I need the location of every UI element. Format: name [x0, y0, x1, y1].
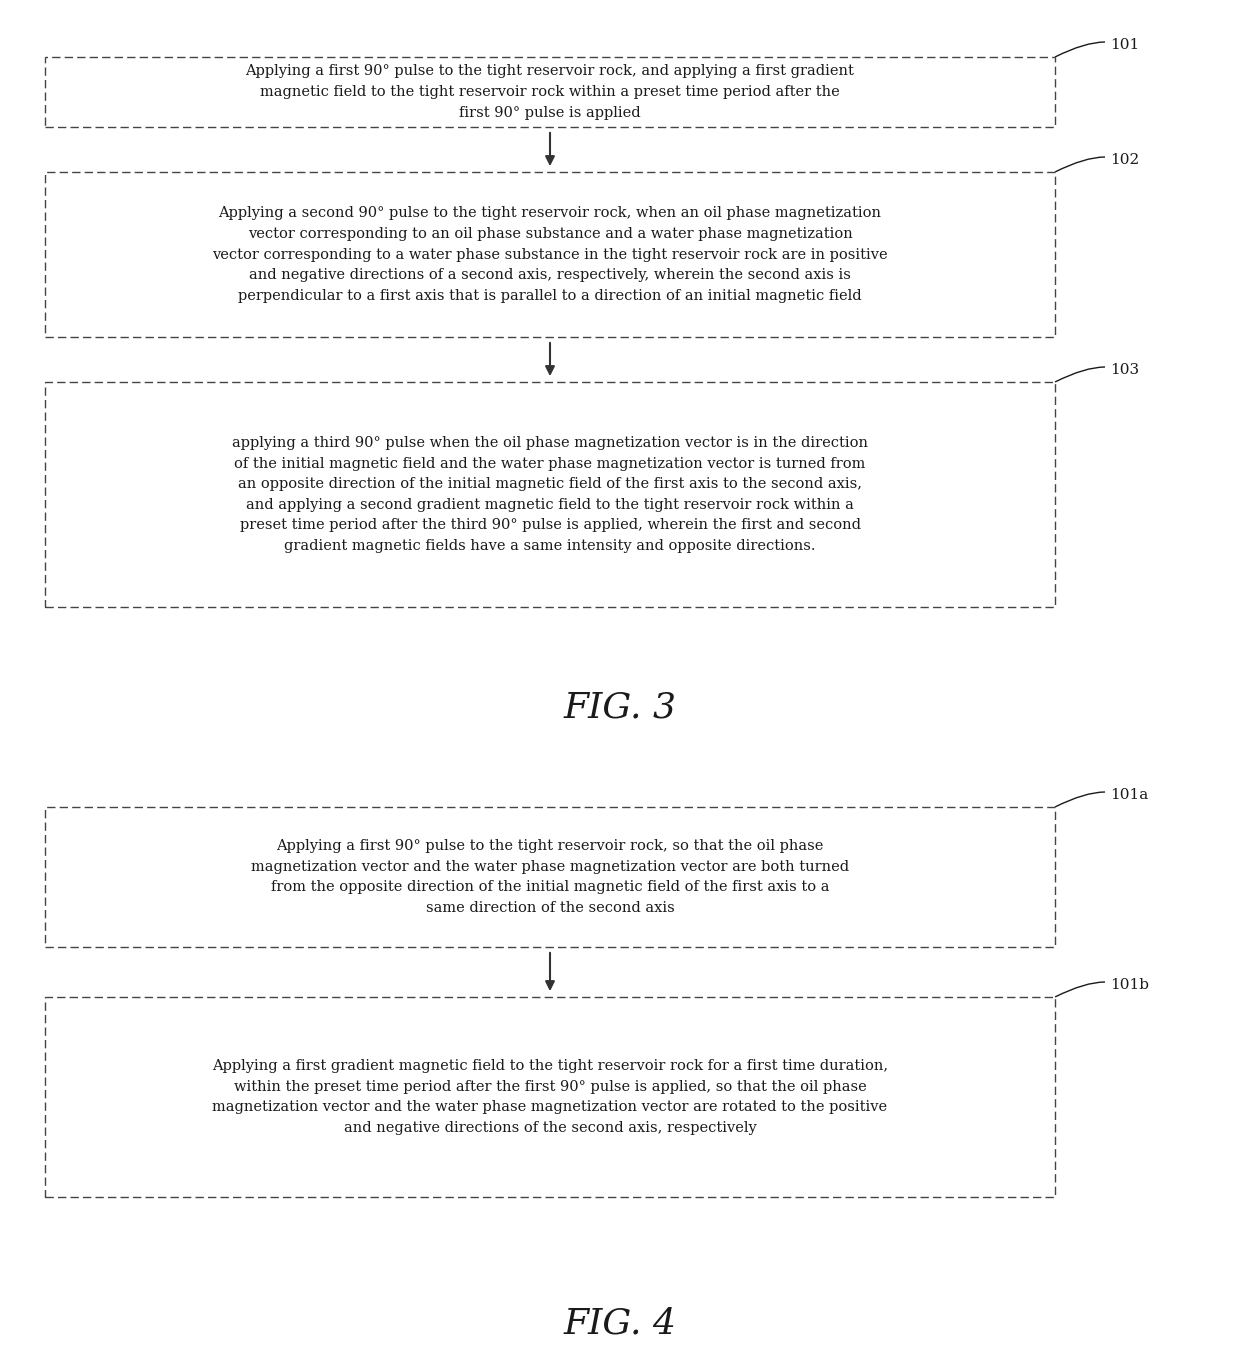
Text: Applying a first 90° pulse to the tight reservoir rock, so that the oil phase
ma: Applying a first 90° pulse to the tight …: [250, 839, 849, 915]
Text: Applying a second 90° pulse to the tight reservoir rock, when an oil phase magne: Applying a second 90° pulse to the tight…: [212, 206, 888, 302]
Text: Applying a first 90° pulse to the tight reservoir rock, and applying a first gra: Applying a first 90° pulse to the tight …: [246, 64, 854, 120]
Bar: [45, 997, 1055, 1197]
Text: 102: 102: [1110, 153, 1140, 168]
Text: 103: 103: [1110, 364, 1140, 377]
Bar: [45, 57, 1055, 127]
Bar: [45, 172, 1055, 336]
Bar: [45, 808, 1055, 947]
Text: 101: 101: [1110, 38, 1140, 52]
Text: applying a third 90° pulse when the oil phase magnetization vector is in the dir: applying a third 90° pulse when the oil …: [232, 436, 868, 553]
Text: Applying a first gradient magnetic field to the tight reservoir rock for a first: Applying a first gradient magnetic field…: [212, 1060, 888, 1135]
Bar: [45, 381, 1055, 607]
Text: FIG. 3: FIG. 3: [563, 691, 677, 725]
Text: FIG. 4: FIG. 4: [563, 1308, 677, 1342]
Text: 101b: 101b: [1110, 978, 1149, 992]
Text: 101a: 101a: [1110, 789, 1148, 802]
